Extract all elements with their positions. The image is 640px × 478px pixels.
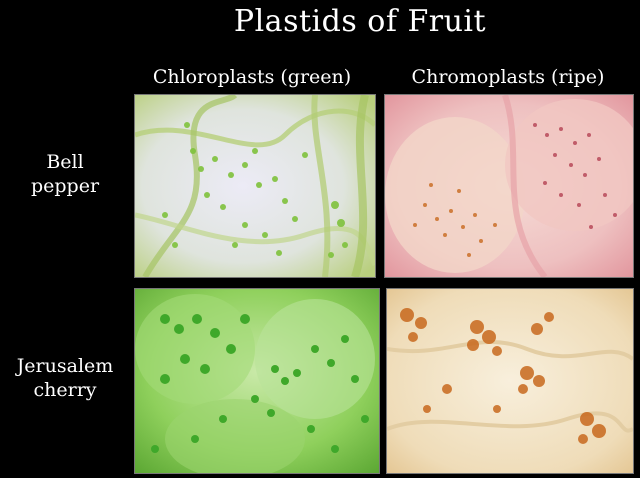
micrograph-jerusalem-cherry-chromoplasts [386, 288, 634, 474]
micrograph-bell-pepper-chromoplasts [384, 94, 634, 278]
micrograph-bell-pepper-chloroplasts [134, 94, 376, 278]
column-header-chloroplasts: Chloroplasts (green) [152, 66, 352, 88]
row-label-line: Bell [46, 151, 84, 173]
row-label-line: Jerusalem [16, 355, 114, 377]
row-label-jerusalem-cherry: Jerusalem cherry [0, 354, 130, 402]
row-label-line: pepper [30, 175, 100, 197]
column-header-chromoplasts: Chromoplasts (ripe) [411, 66, 605, 88]
row-label-bell-pepper: Bell pepper [10, 150, 120, 198]
page-title: Plastids of Fruit [233, 4, 487, 39]
micrograph-jerusalem-cherry-chloroplasts [134, 288, 380, 474]
row-label-line: cherry [33, 379, 97, 401]
